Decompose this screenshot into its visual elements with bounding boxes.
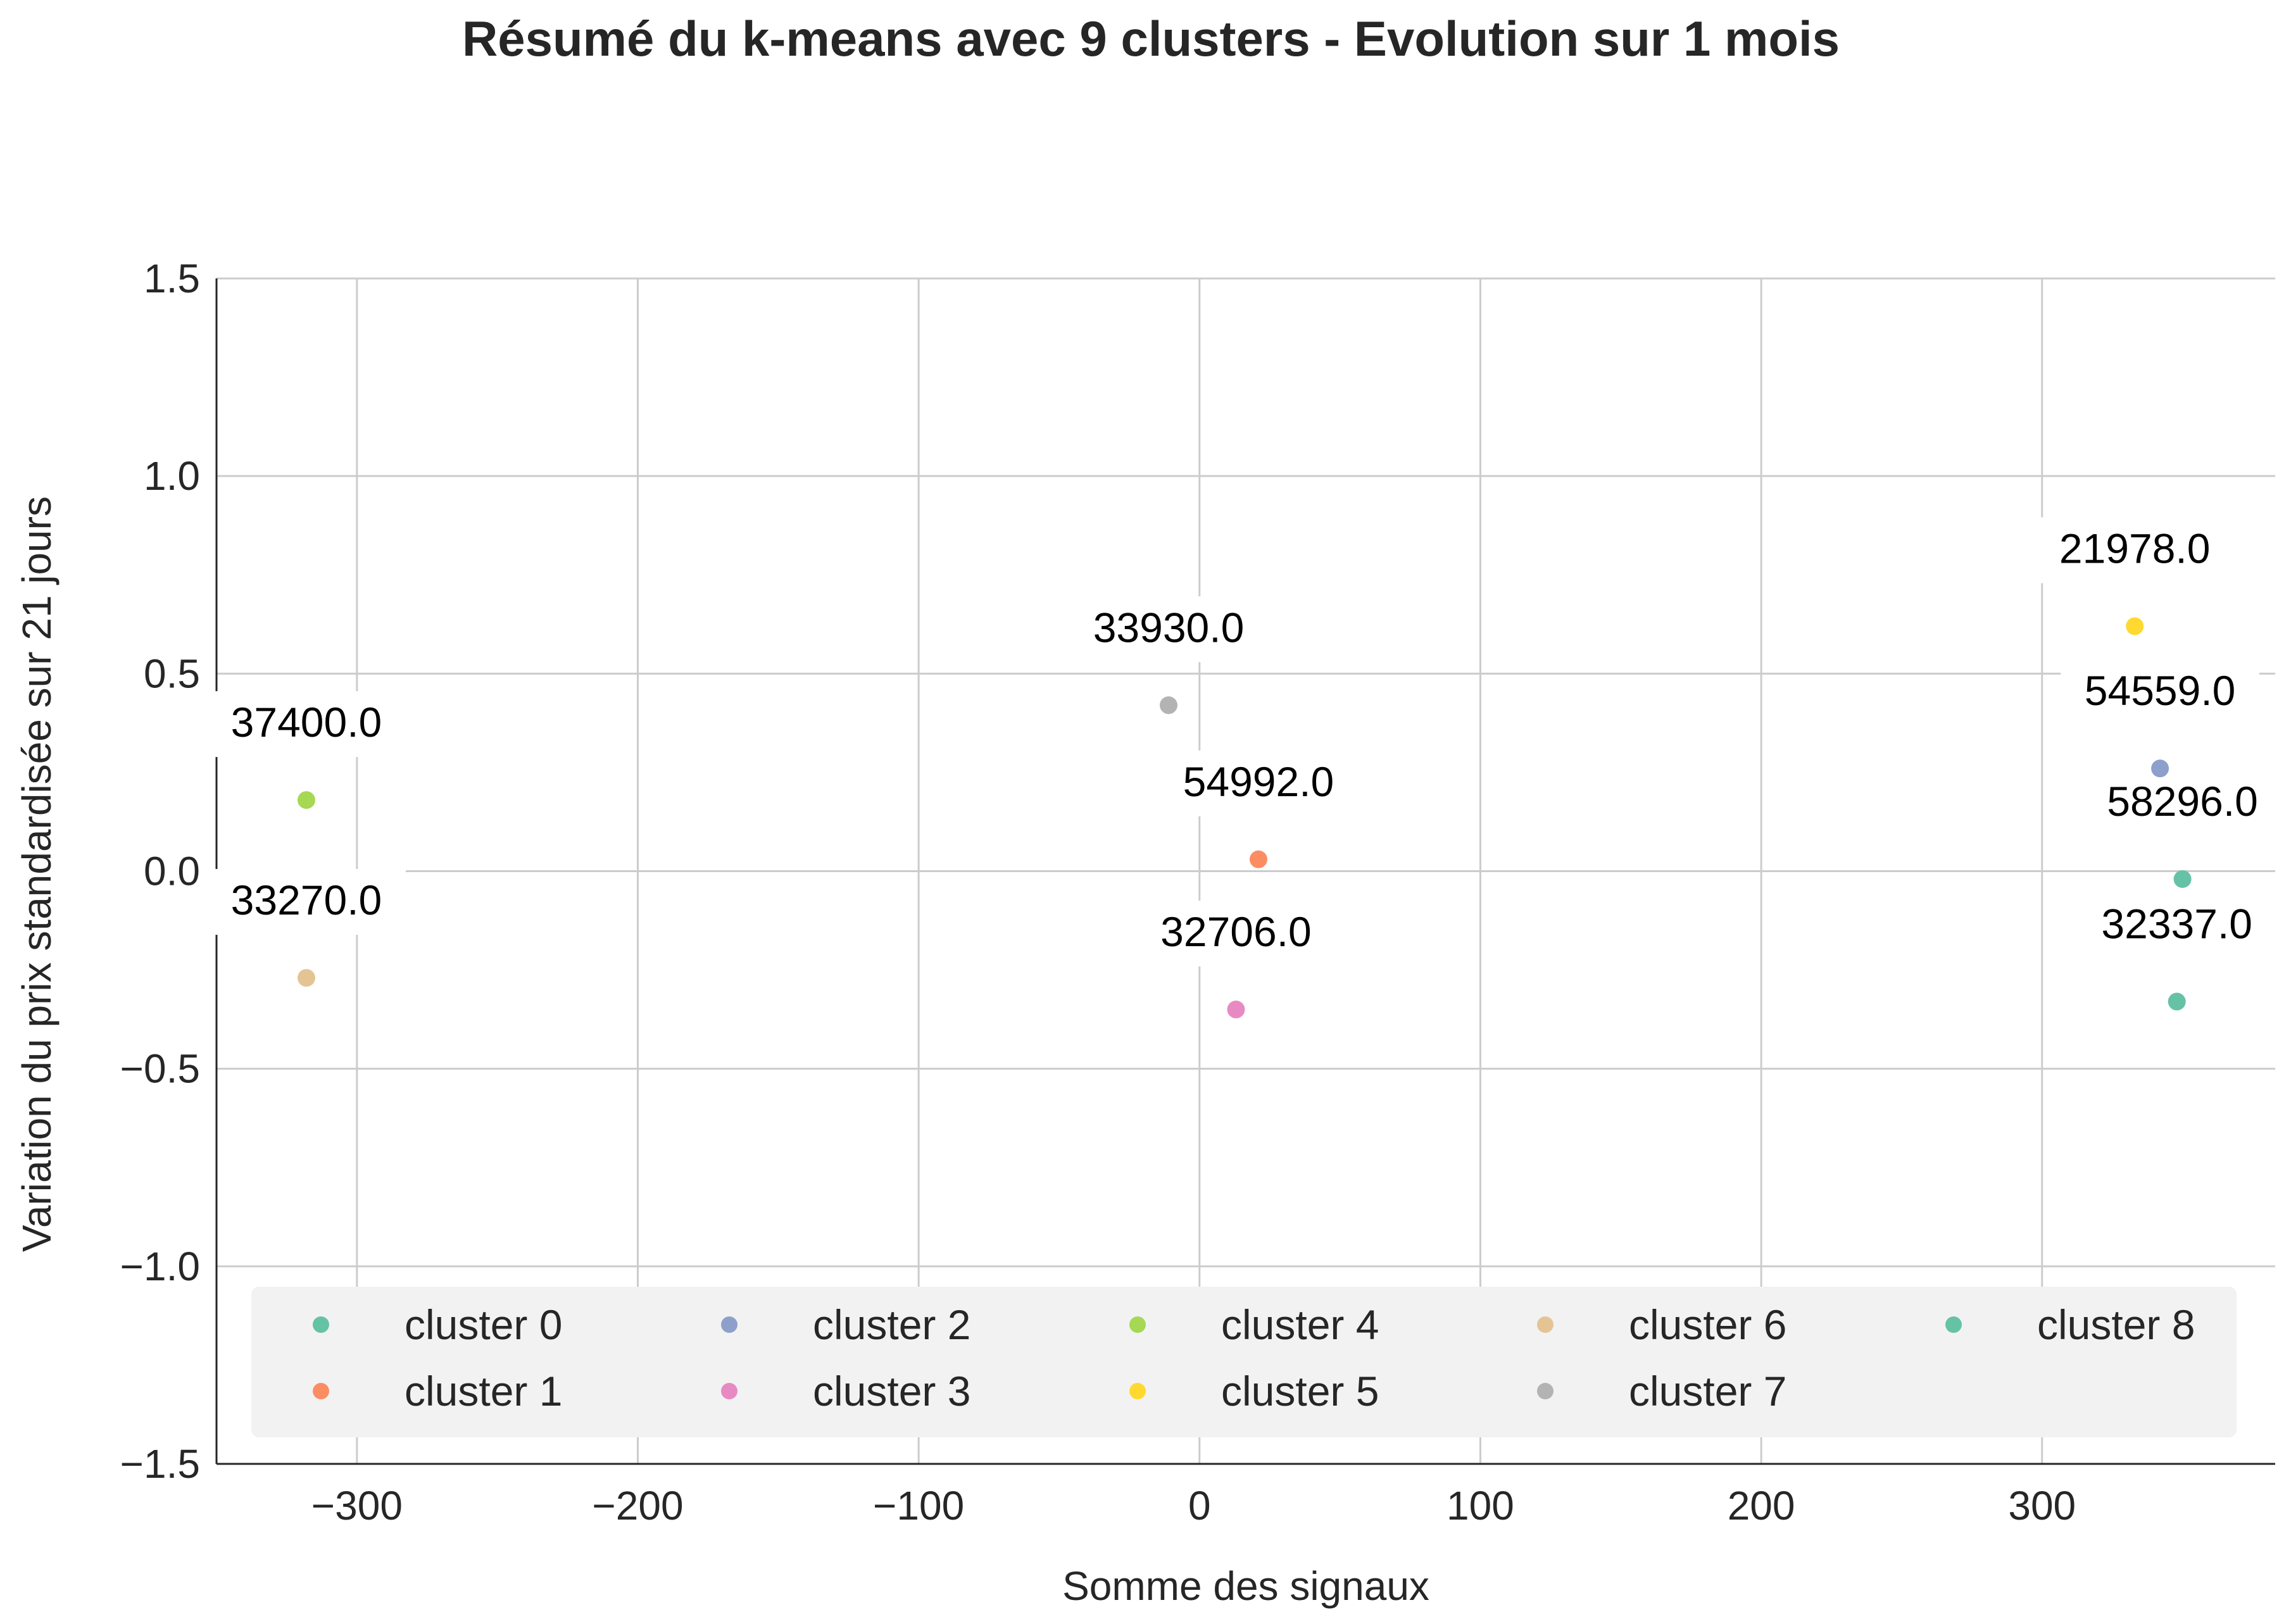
point-label-background — [2061, 659, 2260, 726]
x-tick-labels: −300 −200 −100 0 100 200 300 — [311, 1483, 2076, 1528]
y-tick-label: −1.0 — [120, 1244, 200, 1289]
legend: cluster 0 cluster 1 cluster 2 cluster 3 clus… — [251, 1287, 2237, 1437]
x-tick-label: 100 — [1447, 1483, 1514, 1528]
cluster-point — [2126, 617, 2144, 635]
chart-title: Résumé du k-means avec 9 clusters - Evol… — [462, 11, 1840, 66]
legend-marker — [1945, 1316, 1962, 1333]
x-tick-label: 0 — [1188, 1483, 1211, 1528]
legend-entry: cluster 2 — [721, 1301, 970, 1348]
legend-marker — [1537, 1316, 1553, 1333]
cluster-point — [297, 791, 315, 809]
legend-marker — [313, 1316, 329, 1333]
legend-label: cluster 1 — [405, 1368, 562, 1415]
cluster-point-group: 33270.0 — [206, 869, 406, 987]
legend-label: cluster 4 — [1221, 1301, 1379, 1348]
cluster-point-group: 37400.0 — [206, 691, 406, 809]
legend-marker — [1129, 1383, 1146, 1399]
legend-entry: cluster 8 — [1945, 1301, 2195, 1348]
point-label: 32337.0 — [2101, 901, 2252, 947]
point-label: 21978.0 — [2059, 525, 2211, 572]
legend-label: cluster 3 — [813, 1368, 970, 1415]
legend-marker — [313, 1383, 329, 1399]
cluster-point-group: 33930.0 — [1069, 596, 1268, 715]
point-label-background — [1136, 901, 1336, 967]
data-points: 58296.0 54992.0 54559.0 32706.0 37400.0 21978… — [206, 517, 2282, 1019]
y-tick-label: 1.5 — [144, 256, 200, 301]
y-axis-label: Variation du prix standardisée sur 21 jo… — [14, 496, 60, 1252]
legend-label: cluster 5 — [1221, 1368, 1379, 1415]
cluster-point — [297, 969, 315, 987]
point-label: 33270.0 — [231, 877, 382, 923]
point-label: 33930.0 — [1093, 604, 1245, 651]
x-axis-label: Somme des signaux — [1062, 1563, 1429, 1609]
cluster-point — [1159, 696, 1177, 715]
point-label-background — [2077, 892, 2276, 959]
point-label-background — [2035, 517, 2235, 584]
cluster-point — [1249, 850, 1267, 868]
legend-entry: cluster 1 — [313, 1368, 562, 1415]
y-tick-labels: −1.5 −1.0 −0.5 0.0 0.5 1.0 1.5 — [120, 256, 200, 1487]
legend-entry: cluster 5 — [1129, 1368, 1379, 1415]
y-tick-label: −1.5 — [120, 1441, 200, 1487]
x-tick-label: 300 — [2008, 1483, 2076, 1528]
x-tick-label: −300 — [311, 1483, 403, 1528]
point-label-background — [2083, 770, 2282, 836]
cluster-point — [2168, 992, 2186, 1011]
x-tick-label: 200 — [1728, 1483, 1795, 1528]
point-label: 54559.0 — [2085, 667, 2236, 714]
legend-marker — [721, 1316, 738, 1333]
cluster-point-group: 32706.0 — [1136, 901, 1336, 1019]
point-label-background — [206, 691, 406, 758]
point-label: 54992.0 — [1183, 758, 1334, 805]
legend-marker — [1129, 1316, 1146, 1333]
x-tick-label: −100 — [873, 1483, 964, 1528]
point-label-background — [206, 869, 406, 935]
legend-entry: cluster 3 — [721, 1368, 970, 1415]
y-tick-label: 0.5 — [144, 651, 200, 696]
legend-box — [251, 1287, 2237, 1437]
legend-marker — [1537, 1383, 1553, 1399]
grid-lines — [217, 277, 2275, 1465]
x-tick-label: −200 — [592, 1483, 683, 1528]
point-label: 58296.0 — [2107, 778, 2258, 825]
cluster-point — [1227, 1001, 1245, 1019]
point-label-background — [1158, 750, 1358, 816]
y-tick-label: −0.5 — [120, 1046, 200, 1092]
legend-marker — [721, 1383, 738, 1399]
y-tick-label: 1.0 — [144, 453, 200, 499]
point-label: 32706.0 — [1160, 908, 1312, 955]
legend-entry: cluster 7 — [1537, 1368, 1786, 1415]
legend-entry: cluster 0 — [313, 1301, 562, 1348]
cluster-point-group: 21978.0 — [2035, 517, 2235, 635]
cluster-point — [2151, 759, 2169, 778]
point-label: 37400.0 — [231, 699, 382, 746]
cluster-point-group: 54992.0 — [1158, 750, 1358, 868]
cluster-point — [2173, 870, 2192, 888]
cluster-point-group: 58296.0 — [2083, 770, 2282, 888]
legend-label: cluster 2 — [813, 1301, 970, 1348]
legend-label: cluster 8 — [2037, 1301, 2195, 1348]
cluster-point-group: 54559.0 — [2061, 659, 2260, 778]
legend-label: cluster 7 — [1629, 1368, 1786, 1415]
cluster-point-group: 32337.0 — [2077, 892, 2276, 1011]
legend-entry: cluster 6 — [1537, 1301, 1786, 1348]
legend-label: cluster 0 — [405, 1301, 562, 1348]
legend-label: cluster 6 — [1629, 1301, 1786, 1348]
legend-entry: cluster 4 — [1129, 1301, 1379, 1348]
y-tick-label: 0.0 — [144, 849, 200, 894]
point-label-background — [1069, 596, 1268, 663]
